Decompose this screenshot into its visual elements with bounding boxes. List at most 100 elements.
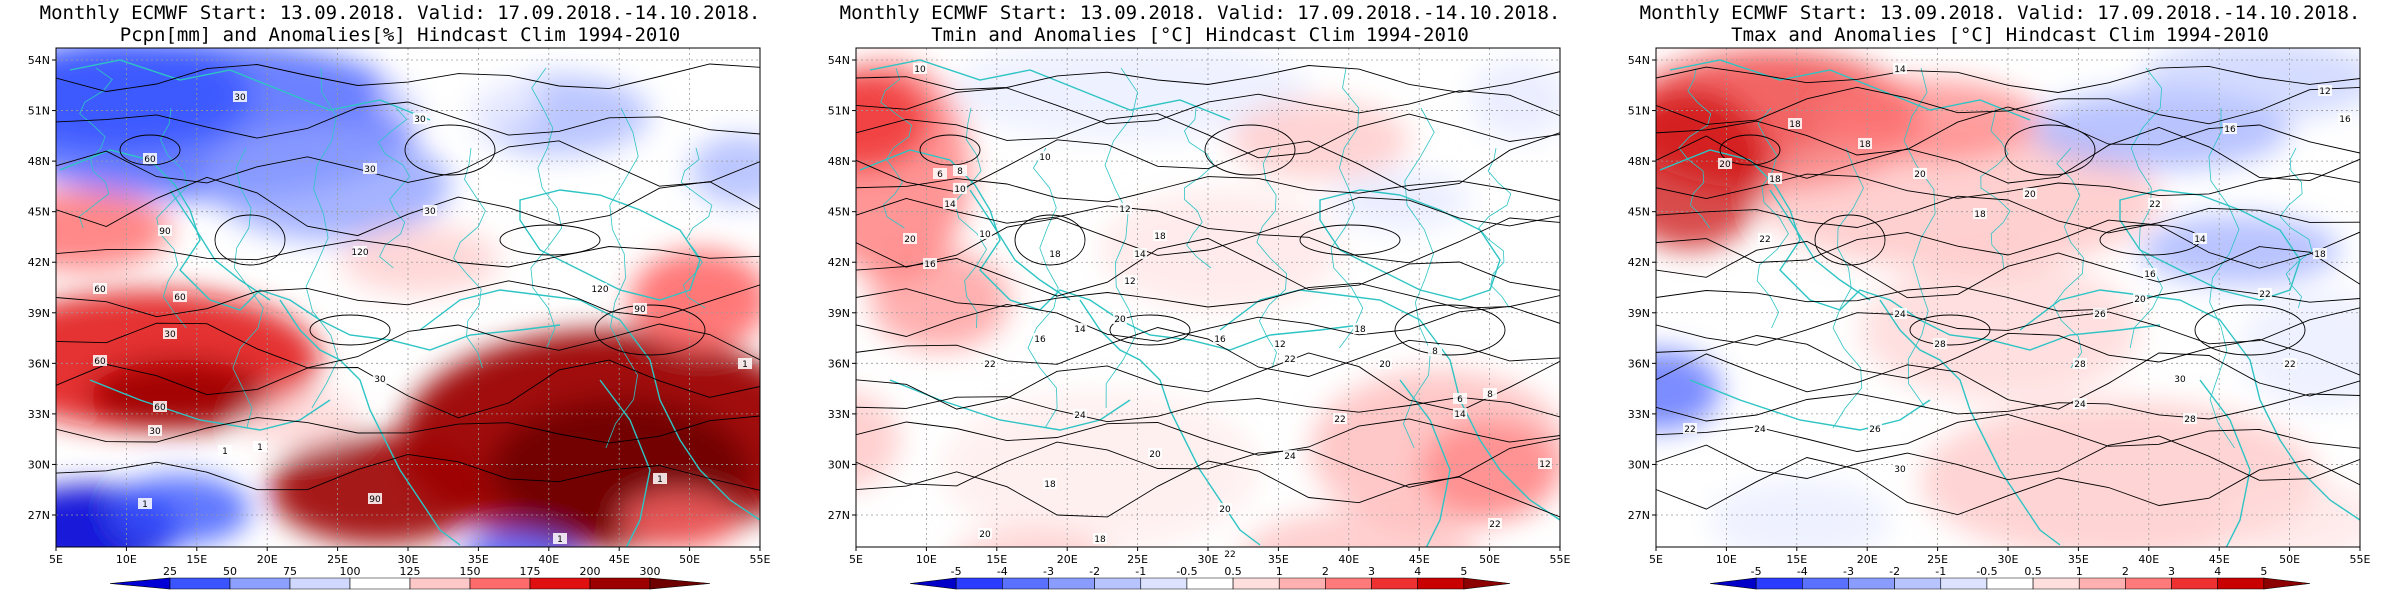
coastline — [1399, 379, 1451, 547]
colorbar-segment — [2032, 577, 2080, 590]
coastline — [1319, 189, 1501, 301]
panel-title-line2: Tmin and Anomalies [°C] Hindcast Clim 19… — [931, 24, 1469, 46]
x-tick-label: 5E — [1649, 553, 1663, 566]
x-tick-label: 50E — [679, 553, 700, 566]
colorbar-segment — [409, 577, 471, 590]
contour-label: 22 — [2149, 200, 2160, 210]
gridlines — [56, 48, 760, 547]
colorbar-label: -5 — [951, 565, 962, 578]
colorbar-label: -1 — [1935, 565, 1946, 578]
country-border — [1183, 107, 1215, 269]
anomaly-region — [1470, 60, 1560, 140]
colorbar-segment — [2217, 577, 2265, 590]
anomaly-region — [2140, 48, 2360, 120]
y-tick-label: 54N — [828, 54, 850, 67]
contour-line — [56, 453, 760, 491]
contour-label: 22 — [1489, 520, 1500, 530]
contour-label: 28 — [1934, 340, 1946, 350]
x-tick-label: 35E — [468, 553, 489, 566]
contour-line — [1656, 332, 2360, 379]
y-tick-label: 36N — [28, 357, 50, 370]
colorbar-segment — [349, 577, 411, 590]
contour-line — [1656, 413, 2360, 452]
precipitation-anomaly-map: 30 30 60 30 90 120 60 30 120 60 30 60 90 30 1 60 30 1 1 1 90… — [28, 47, 771, 590]
contour-line — [56, 239, 760, 268]
coastline — [969, 189, 1071, 301]
country-border — [1980, 107, 2011, 269]
contour-label: 12 — [1274, 340, 1285, 350]
colorbar-label: 50 — [223, 565, 237, 578]
coastline — [279, 299, 461, 546]
country-border — [1104, 67, 1138, 409]
contour-label: 60 — [174, 293, 186, 303]
contour-line — [1656, 126, 2360, 184]
contour-label: 16 — [2224, 125, 2236, 135]
y-tick-label: 54N — [1628, 54, 1650, 67]
contour-label: 60 — [144, 155, 156, 165]
anomaly-region — [90, 360, 270, 430]
anomaly-region — [950, 48, 1310, 140]
contour-label: 24 — [1754, 425, 1766, 435]
contour-label: 28 — [2184, 415, 2196, 425]
coastline — [169, 189, 271, 301]
contour-ring — [404, 124, 496, 176]
country-border — [680, 147, 713, 309]
contour-label: 1 — [222, 447, 228, 457]
coastline — [1879, 299, 2061, 546]
x-tick-label: 25E — [327, 553, 348, 566]
colorbar-segment — [1894, 577, 1942, 590]
contour-label: 6 — [937, 170, 943, 180]
colorbar-label: -2 — [1889, 565, 1900, 578]
colorbar-segment — [1140, 577, 1188, 590]
coastline — [69, 59, 431, 121]
x-tick-label: 15E — [1786, 553, 1807, 566]
contour-label: 20 — [1219, 505, 1231, 515]
contour-lines — [856, 65, 1560, 518]
contour-line — [1656, 219, 2360, 269]
anomaly-region — [1244, 510, 1476, 547]
country-border — [1478, 147, 1512, 309]
contour-line — [856, 418, 1560, 456]
contour-label: 20 — [2134, 295, 2146, 305]
contour-ring — [1909, 314, 1991, 346]
colorbar-label: 1 — [1276, 565, 1283, 578]
x-tick-label: 45E — [609, 553, 630, 566]
x-tick-label: 10E — [116, 553, 137, 566]
x-tick-label: 30E — [1998, 553, 2019, 566]
colorbar-label: -3 — [1843, 565, 1854, 578]
contour-line — [1656, 435, 2360, 481]
panel-title-line1: Monthly ECMWF Start: 13.09.2018. Valid: … — [39, 2, 761, 24]
contour-line — [56, 280, 760, 318]
y-tick-label: 54N — [28, 54, 50, 67]
x-tick-label: 20E — [257, 553, 278, 566]
colorbar-segment — [169, 577, 231, 590]
contour-line — [1656, 457, 2360, 516]
contour-line — [56, 359, 760, 419]
anomaly-region — [620, 490, 740, 547]
country-border — [1678, 67, 1712, 229]
colorbar-segment — [2078, 577, 2126, 590]
country-border — [1330, 67, 1364, 349]
contour-label: 20 — [1379, 360, 1391, 370]
anomaly-region — [1820, 80, 2040, 160]
contour-label: 20 — [1149, 450, 1161, 460]
coastlines — [859, 59, 1560, 547]
contour-label: 6 — [1457, 395, 1463, 405]
country-border — [305, 67, 339, 409]
y-tick-label: 30N — [828, 458, 850, 471]
panel-precipitation: Monthly ECMWF Start: 13.09.2018. Valid: … — [0, 0, 800, 600]
contour-label: 22 — [1684, 425, 1695, 435]
x-tick-label: 5E — [49, 553, 63, 566]
country-border — [156, 107, 188, 329]
contour-label: 18 — [1094, 535, 1106, 545]
y-tick-label: 45N — [1628, 206, 1650, 219]
anomaly-region — [270, 435, 490, 545]
colorbar-label: -2 — [1089, 565, 1100, 578]
colorbar-segment — [2125, 577, 2172, 590]
contour-label: 30 — [164, 330, 176, 340]
country-border — [377, 107, 411, 269]
y-tick-label: 39N — [1628, 307, 1650, 320]
x-tick-label: 55E — [750, 553, 771, 566]
